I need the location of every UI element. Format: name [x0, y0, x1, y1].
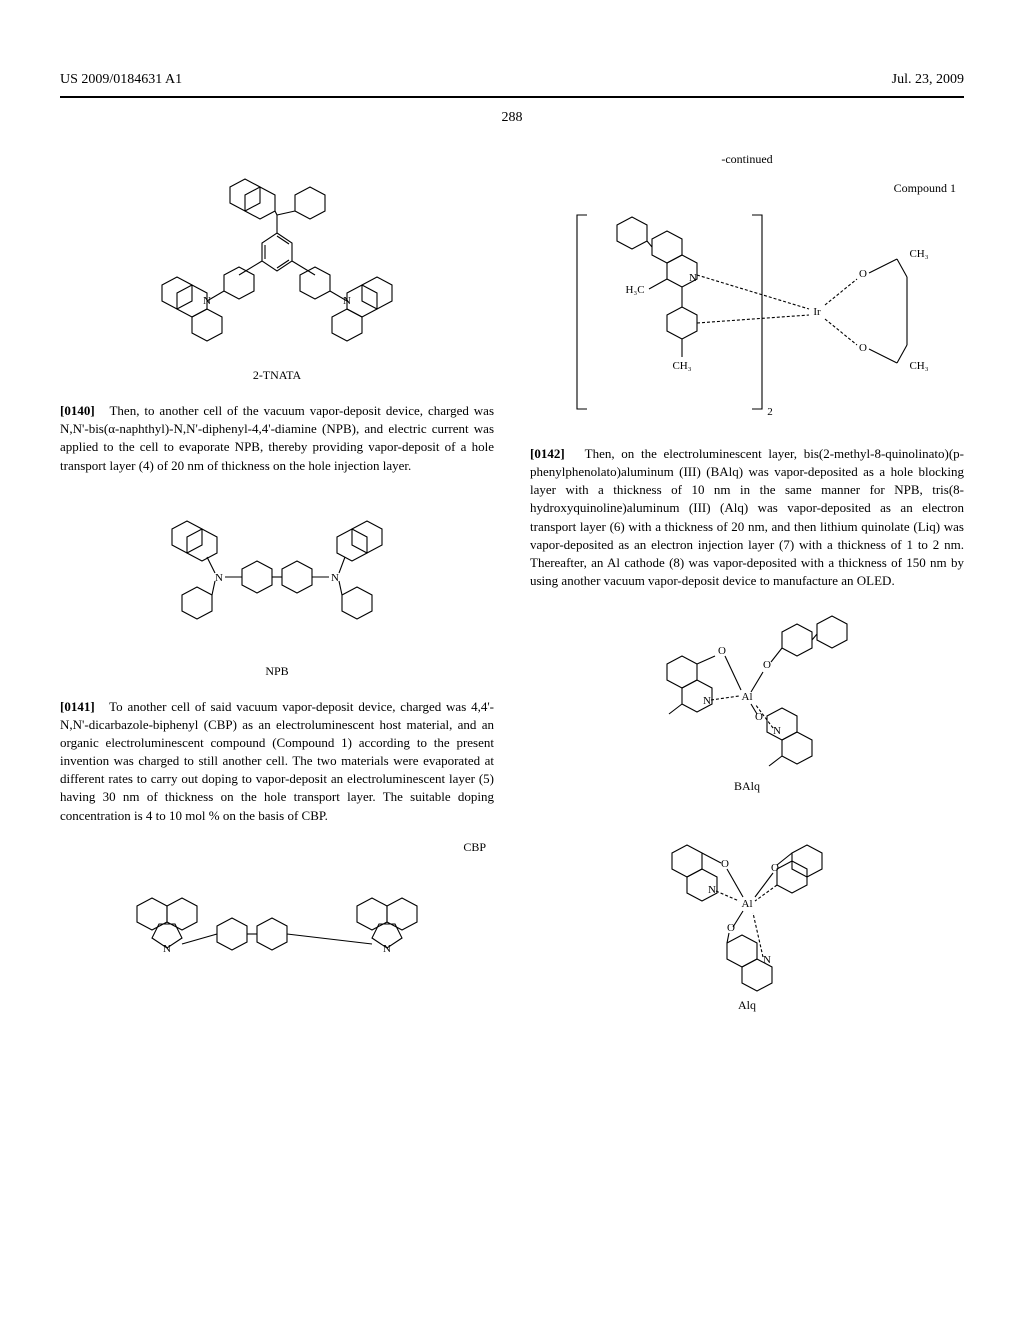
- svg-text:H₃C: H₃C: [625, 284, 644, 296]
- structure-npb: N N NPB: [60, 489, 494, 680]
- page-number: 288: [60, 108, 964, 128]
- structure-label-alq: Alq: [738, 997, 756, 1014]
- paragraph-text: To another cell of said vacuum vapor-dep…: [60, 699, 494, 823]
- paragraph-text: Then, to another cell of the vacuum vapo…: [60, 403, 494, 473]
- svg-text:N: N: [703, 695, 711, 707]
- structure-label-npb: NPB: [265, 663, 288, 680]
- paragraph-num: [0141]: [60, 699, 95, 714]
- svg-text:N: N: [343, 295, 351, 307]
- page-header: US 2009/0184631 A1 Jul. 23, 2009: [60, 70, 964, 90]
- paragraph-num: [0142]: [530, 446, 565, 461]
- svg-text:Al: Al: [742, 691, 753, 703]
- structure-label-balq: BAlq: [734, 778, 760, 795]
- paragraph-0142: [0142] Then, on the electroluminescent l…: [530, 445, 964, 591]
- paragraph-text: Then, on the electroluminescent layer, b…: [530, 446, 964, 588]
- svg-text:CH₃: CH₃: [909, 248, 928, 260]
- svg-text:N: N: [331, 572, 339, 584]
- structure-2-tnata: N N 2-TNATA: [60, 163, 494, 384]
- svg-text:N: N: [763, 954, 771, 966]
- paragraph-0140: [0140] Then, to another cell of the vacu…: [60, 402, 494, 475]
- continued-label: -continued: [530, 151, 964, 168]
- svg-text:N: N: [203, 295, 211, 307]
- svg-text:N: N: [163, 943, 171, 955]
- svg-text:O: O: [718, 645, 726, 657]
- svg-text:2: 2: [767, 406, 773, 418]
- structure-cbp: CBP N N: [60, 839, 494, 976]
- paragraph-num: [0140]: [60, 403, 95, 418]
- svg-text:N: N: [383, 943, 391, 955]
- svg-text:Al: Al: [742, 898, 753, 910]
- structure-label-cbp: CBP: [60, 839, 494, 856]
- structure-balq: O Al N O N O: [530, 604, 964, 795]
- patent-number: US 2009/0184631 A1: [60, 70, 182, 90]
- svg-text:O: O: [727, 922, 735, 934]
- svg-text:N: N: [689, 272, 697, 284]
- svg-text:O: O: [859, 342, 867, 354]
- publication-date: Jul. 23, 2009: [892, 70, 964, 90]
- two-column-layout: N N 2-TNATA [0140] Then, to another cell…: [60, 151, 964, 1032]
- svg-text:O: O: [763, 659, 771, 671]
- structure-label-compound1: Compound 1: [530, 180, 964, 197]
- svg-text:N: N: [773, 725, 781, 737]
- structure-compound-1: Compound 1 2 N H₃C CH₃: [530, 180, 964, 427]
- svg-text:N: N: [215, 572, 223, 584]
- svg-text:N: N: [708, 884, 716, 896]
- svg-text:CH₃: CH₃: [909, 360, 928, 372]
- structure-alq: Al N O O N: [530, 813, 964, 1014]
- svg-text:Ir: Ir: [813, 306, 821, 318]
- left-column: N N 2-TNATA [0140] Then, to another cell…: [60, 151, 494, 1032]
- header-rule: [60, 96, 964, 98]
- paragraph-0141: [0141] To another cell of said vacuum va…: [60, 698, 494, 825]
- structure-label-2-tnata: 2-TNATA: [253, 367, 301, 384]
- svg-text:O: O: [721, 858, 729, 870]
- svg-text:O: O: [859, 268, 867, 280]
- svg-text:CH₃: CH₃: [672, 360, 691, 372]
- right-column: -continued Compound 1 2 N H₃C: [530, 151, 964, 1032]
